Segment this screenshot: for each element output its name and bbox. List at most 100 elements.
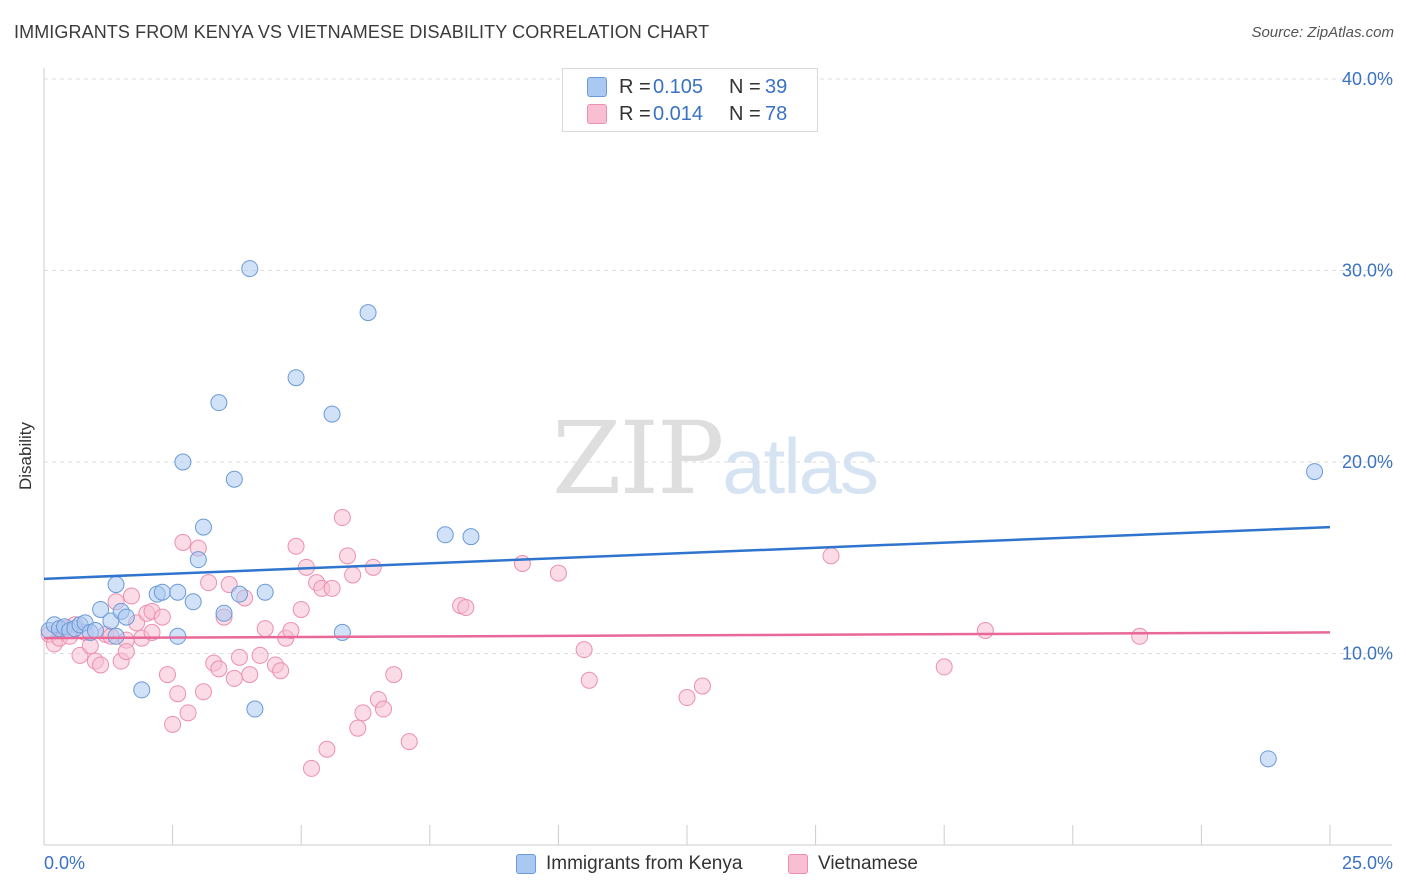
kenya-point <box>153 583 171 601</box>
kenya-point <box>189 551 207 569</box>
vietnamese-point <box>179 704 197 722</box>
vietnamese-point <box>976 622 994 640</box>
vietnamese-point <box>256 620 274 638</box>
legend-r-label: R = <box>619 75 651 98</box>
kenya-point <box>323 405 341 423</box>
vietnamese-points <box>40 509 1149 777</box>
vietnamese-point <box>230 648 248 666</box>
kenya-point <box>210 394 228 412</box>
y-tick-label: 30.0% <box>1342 261 1393 281</box>
kenya-point <box>169 583 187 601</box>
vietnamese-point <box>287 537 305 555</box>
legend-n-value: 78 <box>765 102 788 125</box>
vietnamese-point <box>153 608 171 626</box>
kenya-point <box>359 304 377 322</box>
vietnamese-point <box>513 554 531 572</box>
vietnamese-point <box>302 759 320 777</box>
vietnamese-point <box>1131 627 1149 645</box>
kenya-point <box>225 470 243 488</box>
kenya-point <box>107 576 125 594</box>
trend-lines <box>43 525 1331 640</box>
vietnamese-point <box>251 646 269 664</box>
y-tick-label: 20.0% <box>1342 452 1393 472</box>
kenya-point <box>92 600 110 618</box>
legend-row-kenya: R = 0.105 N = 39 <box>587 75 787 99</box>
vietnamese-point <box>693 677 711 695</box>
kenya-point <box>256 583 274 601</box>
vietnamese-point <box>354 704 372 722</box>
vietnamese-point <box>364 558 382 576</box>
kenya-point <box>184 593 202 611</box>
bottom-legend-vietnamese-label: Vietnamese <box>818 853 918 874</box>
vietnamese-point <box>225 669 243 687</box>
tick-labels: 10.0% 20.0% 30.0% 40.0% 0.0% 25.0% <box>44 69 1393 873</box>
vietnamese-point <box>210 660 228 678</box>
bottom-legend-kenya-label: Immigrants from Kenya <box>546 853 743 874</box>
vietnamese-trend-line <box>43 631 1331 640</box>
vietnamese-point <box>122 587 140 605</box>
watermark-atlas: atlas <box>722 422 879 510</box>
vietnamese-point <box>678 689 696 707</box>
vietnamese-point <box>580 671 598 689</box>
correlation-legend: R = 0.105 N = 39 R = 0.014 N = 78 <box>562 68 818 132</box>
legend-n-label: N = <box>729 102 761 125</box>
vietnamese-point <box>575 641 593 659</box>
x-tick-label: 25.0% <box>1342 853 1393 873</box>
bottom-legend-vietnamese: Vietnamese <box>788 852 918 876</box>
kenya-point <box>241 260 259 278</box>
legend-r-value: 0.105 <box>653 75 704 98</box>
vietnamese-swatch <box>788 854 808 874</box>
kenya-point <box>1306 463 1324 481</box>
kenya-point <box>86 622 104 640</box>
kenya-point <box>215 604 233 622</box>
vietnamese-point <box>169 685 187 703</box>
watermark: ZIPatlas <box>552 400 879 517</box>
kenya-point <box>174 453 192 471</box>
kenya-swatch <box>587 77 607 97</box>
vietnamese-point <box>272 662 290 680</box>
kenya-point <box>107 627 125 645</box>
y-tick-label: 10.0% <box>1342 644 1393 664</box>
bottom-legend-kenya: Immigrants from Kenya <box>516 852 742 876</box>
vietnamese-point <box>549 564 567 582</box>
vietnamese-swatch <box>587 104 607 124</box>
vietnamese-point <box>200 574 218 592</box>
chart-title: IMMIGRANTS FROM KENYA VS VIETNAMESE DISA… <box>14 22 710 42</box>
kenya-point <box>246 700 264 718</box>
kenya-point <box>230 585 248 603</box>
legend-r-value: 0.014 <box>653 102 704 125</box>
vietnamese-point <box>385 666 403 684</box>
kenya-point <box>194 518 212 536</box>
kenya-swatch <box>516 854 536 874</box>
vietnamese-point <box>318 740 336 758</box>
kenya-point <box>1259 750 1277 768</box>
vietnamese-point <box>158 666 176 684</box>
legend-row-vietnamese: R = 0.014 N = 78 <box>587 102 787 126</box>
vietnamese-point <box>400 733 418 751</box>
vietnamese-point <box>92 656 110 674</box>
legend-r-label: R = <box>619 102 651 125</box>
kenya-point <box>169 627 187 645</box>
vietnamese-point <box>822 547 840 565</box>
kenya-points <box>40 260 1324 768</box>
y-tick-label: 40.0% <box>1342 69 1393 89</box>
vietnamese-point <box>349 719 367 737</box>
kenya-trend-line <box>43 525 1331 581</box>
kenya-point <box>462 528 480 546</box>
grid-lines <box>44 78 1392 654</box>
kenya-point <box>133 681 151 699</box>
axes <box>43 68 1392 846</box>
legend-n-label: N = <box>729 75 761 98</box>
vietnamese-point <box>323 579 341 597</box>
vietnamese-point <box>117 643 135 661</box>
vietnamese-point <box>375 700 393 718</box>
vietnamese-point <box>344 566 362 584</box>
watermark-zip: ZIP <box>552 400 724 517</box>
vietnamese-point <box>338 547 356 565</box>
kenya-point <box>117 608 135 626</box>
source-label: Source: ZipAtlas.com <box>1251 24 1394 41</box>
legend-n-value: 39 <box>765 75 788 98</box>
vietnamese-point <box>174 533 192 551</box>
vietnamese-point <box>292 600 310 618</box>
